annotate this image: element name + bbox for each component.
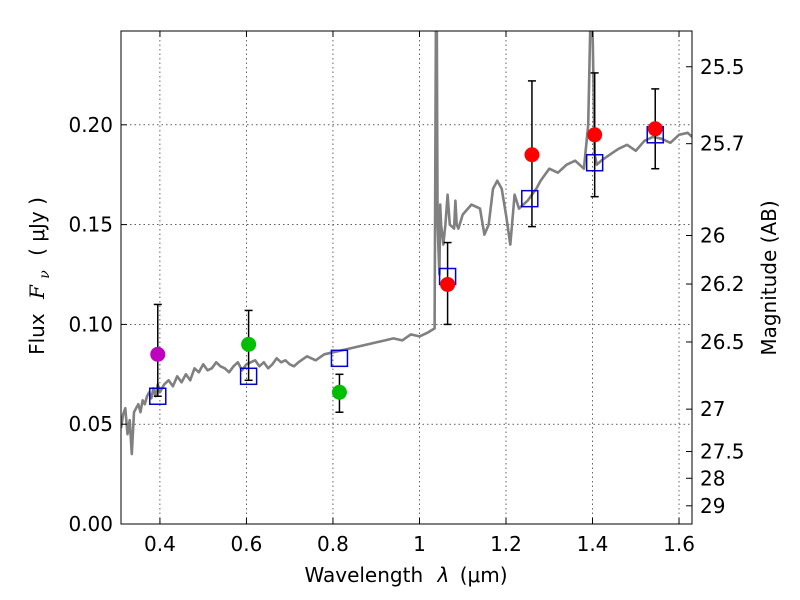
dot-layer [150,121,663,400]
x-axis-label-unit: (μm) [460,563,508,587]
mag-tick-label: 25.5 [700,55,745,79]
tick-layer: 0.4 0.6 0.8 1 1.2 1.4 1.6 0.00 0.05 0.10 0.15 0.20 2… [68,31,745,556]
plot-frame [120,30,693,525]
x-tick-label: 1.2 [490,532,522,556]
y-axis-label-main: Flux [25,313,49,355]
y-tick-label: 0.00 [68,512,113,536]
y2-axis-label: Magnitude (AB) [757,200,781,355]
x-axis-label-symbol: λ [437,563,450,587]
y-axis-label: Flux F ν ( μJy ) [25,197,54,355]
observed-point [241,336,257,352]
mag-tick-label: 26 [700,223,725,247]
model-photometry-square [521,189,539,208]
errorbar-layer [153,72,660,413]
y-tick-label: 0.20 [68,113,113,137]
x-axis-label-main: Wavelength [304,563,423,587]
model-photometry-square [239,367,258,386]
x-tick-label: 0.6 [231,532,263,556]
mag-tick-label: 27 [700,397,725,421]
y-tick-label: 0.05 [68,412,113,436]
square-layer [149,126,664,406]
mag-tick-label: 25.7 [700,132,745,156]
spectrum-line [121,31,692,456]
observed-point [331,384,347,400]
x-tick-label: 1.4 [577,532,609,556]
model-photometry-square [585,153,604,172]
mag-tick-label: 27.5 [700,440,745,464]
y-axis-label-subscript: ν [37,270,53,279]
observed-point [587,127,603,143]
x-tick-label: 0.4 [144,532,176,556]
observed-point [524,147,540,163]
y-axis-label-unit: ( μJy ) [25,197,49,256]
mag-tick-label: 29 [700,494,725,518]
y-axis-label-symbol: F [25,284,49,300]
y-tick-label: 0.15 [68,213,113,237]
observed-point [440,276,456,292]
x-tick-label: 1 [413,532,426,556]
observed-point [150,346,166,362]
x-axis-label: Wavelength λ (μm) [304,563,507,587]
x-tick-label: 0.8 [317,532,349,556]
y-tick-label: 0.10 [68,312,113,336]
spectrum-layer [121,31,692,456]
mag-tick-label: 26.5 [700,330,745,354]
model-photometry-square [330,349,349,368]
mag-tick-label: 28 [700,466,725,490]
model-photometry-square [149,387,167,406]
mag-tick-label: 26.2 [700,272,745,296]
grid-layer [121,31,692,525]
observed-point [647,121,663,137]
x-tick-label: 1.6 [663,532,695,556]
